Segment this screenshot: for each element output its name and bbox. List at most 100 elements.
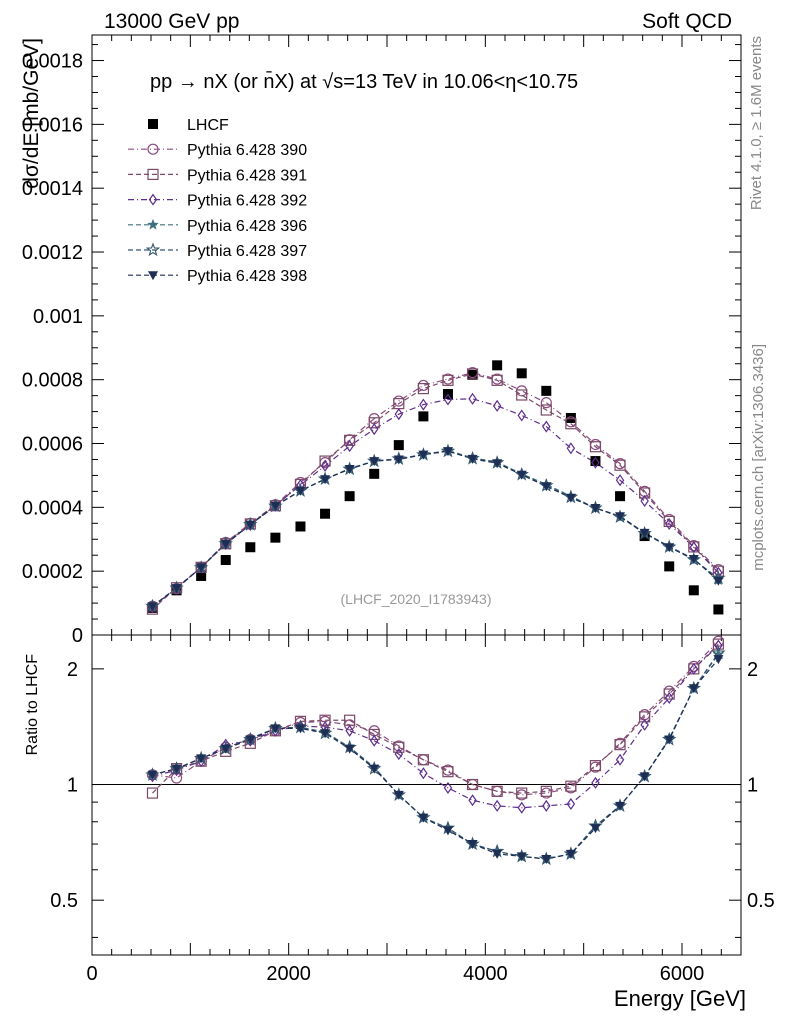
point-lhcf	[220, 555, 231, 565]
ratio-point-pythia-6-428-392	[664, 691, 674, 705]
ratio-tick-label-right: 1	[747, 775, 758, 797]
ratio-line-pythia-6-428-391	[152, 643, 719, 794]
series-line-pythia-6-428-390	[152, 372, 719, 607]
ratio-point-pythia-6-428-392	[468, 794, 477, 807]
ratio-point-pythia-6-428-391	[639, 711, 651, 723]
point-pythia-6-428-392	[369, 423, 379, 436]
ratio-point-pythia-6-428-392	[517, 801, 526, 814]
point-lhcf	[541, 385, 552, 396]
point-pythia-6-428-398	[590, 503, 601, 513]
ratio-point-pythia-6-428-392	[345, 724, 354, 737]
legend-marker-pythia-6-428-391	[147, 168, 159, 180]
point-pythia-6-428-392	[566, 442, 576, 455]
legend-label-pythia-6-428-398: Pythia 6.428 398	[187, 268, 307, 285]
x-tick-label: 6000	[660, 963, 705, 985]
point-pythia-6-428-392	[664, 517, 674, 530]
point-lhcf	[393, 440, 404, 451]
point-pythia-6-428-398	[688, 555, 699, 565]
legend-marker-pythia-6-428-392	[148, 193, 158, 206]
point-pythia-6-428-392	[345, 440, 354, 453]
ratio-point-pythia-6-428-392	[591, 776, 600, 789]
y-axis-label: dσ/dE [mb/GeV]	[20, 38, 43, 189]
point-pythia-6-428-398	[171, 584, 182, 594]
ratio-point-pythia-6-428-392	[492, 799, 502, 812]
point-pythia-6-428-391	[466, 368, 479, 380]
point-pythia-6-428-398	[369, 457, 380, 467]
point-pythia-6-428-398	[467, 454, 478, 464]
y-tick-label: 0.0008	[22, 370, 83, 392]
ratio-axis-ticks: 0 2000 4000 6000 0.5 0.5 1 1 2 2	[50, 635, 775, 985]
point-pythia-6-428-390	[516, 385, 528, 397]
ratio-point-pythia-6-428-398	[270, 724, 281, 734]
ratio-point-pythia-6-428-392	[369, 734, 379, 747]
ratio-series-markers	[145, 635, 726, 866]
legend-marker-pythia-6-428-396	[147, 218, 159, 230]
ratio-point-pythia-6-428-391	[417, 754, 429, 766]
point-pythia-6-428-391	[368, 417, 380, 429]
point-lhcf	[320, 508, 331, 519]
point-pythia-6-428-398	[639, 528, 650, 538]
point-pythia-6-428-398	[220, 539, 231, 549]
header-right: Soft QCD	[642, 10, 732, 33]
ratio-point-pythia-6-428-391	[442, 766, 454, 778]
ratio-point-pythia-6-428-398	[688, 684, 699, 694]
ratio-tick-label-right: 2	[747, 659, 758, 681]
ratio-point-pythia-6-428-391	[589, 760, 602, 772]
ratio-point-pythia-6-428-398	[295, 724, 306, 734]
ratio-point-pythia-6-428-398	[171, 764, 182, 774]
ratio-point-pythia-6-428-398	[245, 735, 256, 745]
ratio-point-pythia-6-428-391	[146, 787, 159, 799]
legend-label-pythia-6-428-396: Pythia 6.428 396	[187, 218, 307, 235]
x-tick-label: 2000	[266, 963, 311, 985]
legend-label-lhcf: LHCF	[187, 117, 229, 134]
point-pythia-6-428-398	[516, 470, 527, 480]
ratio-tick-label-right: 0.5	[747, 890, 775, 912]
ratio-point-pythia-6-428-398	[615, 801, 626, 811]
series-line-pythia-6-428-392	[152, 398, 719, 608]
ratio-y-axis-label: Ratio to LHCF	[24, 654, 41, 756]
legend-label-pythia-6-428-390: Pythia 6.428 390	[187, 142, 307, 159]
series-line-pythia-6-428-398	[152, 450, 719, 607]
legend-label-pythia-6-428-397: Pythia 6.428 397	[187, 243, 307, 260]
ratio-point-pythia-6-428-398	[369, 764, 380, 774]
point-lhcf	[664, 561, 675, 572]
point-pythia-6-428-398	[442, 447, 453, 457]
ratio-point-pythia-6-428-398	[664, 735, 675, 745]
point-pythia-6-428-398	[664, 543, 675, 553]
point-lhcf	[713, 604, 724, 615]
point-pythia-6-428-398	[245, 520, 256, 530]
ratio-point-pythia-6-428-398	[344, 744, 355, 754]
mcplots-label: mcplots.cern.ch [arXiv:1306.3436]	[750, 344, 767, 571]
point-lhcf	[688, 585, 699, 596]
y-tick-label: 0.0016	[22, 114, 83, 136]
point-pythia-6-428-398	[320, 475, 331, 485]
y-tick-label: 0.0006	[22, 434, 83, 456]
point-pythia-6-428-392	[492, 399, 502, 412]
main-series-lines	[152, 372, 719, 610]
point-pythia-6-428-392	[468, 392, 477, 405]
point-lhcf	[615, 491, 626, 502]
ratio-point-pythia-6-428-398	[393, 790, 404, 800]
ratio-line-pythia-6-428-392	[152, 645, 719, 809]
ratio-tick-label: 0.5	[50, 890, 78, 912]
ratio-point-pythia-6-428-391	[614, 739, 626, 751]
ratio-point-pythia-6-428-392	[419, 767, 428, 780]
ratio-point-pythia-6-428-392	[542, 799, 551, 812]
legend: LHCF Pythia 6.428 390 Pythia 6.428 391 Pyth…	[128, 117, 307, 285]
point-pythia-6-428-390	[417, 379, 429, 392]
ratio-point-pythia-6-428-398	[516, 852, 527, 862]
ratio-point-pythia-6-428-392	[689, 662, 699, 675]
y-tick-label: 0.001	[33, 306, 83, 328]
point-pythia-6-428-392	[640, 494, 649, 508]
point-pythia-6-428-398	[393, 455, 404, 465]
ratio-point-pythia-6-428-390	[639, 709, 651, 721]
header-left: 13000 GeV pp	[104, 10, 239, 33]
point-pythia-6-428-391	[344, 434, 356, 446]
y-tick-label: 0.0014	[22, 178, 83, 200]
ratio-point-pythia-6-428-398	[442, 826, 453, 836]
x-axis-label: Energy [GeV]	[614, 986, 746, 1011]
y-tick-label: 0.0012	[22, 242, 83, 264]
point-pythia-6-428-391	[540, 404, 552, 416]
point-pythia-6-428-391	[442, 374, 454, 386]
